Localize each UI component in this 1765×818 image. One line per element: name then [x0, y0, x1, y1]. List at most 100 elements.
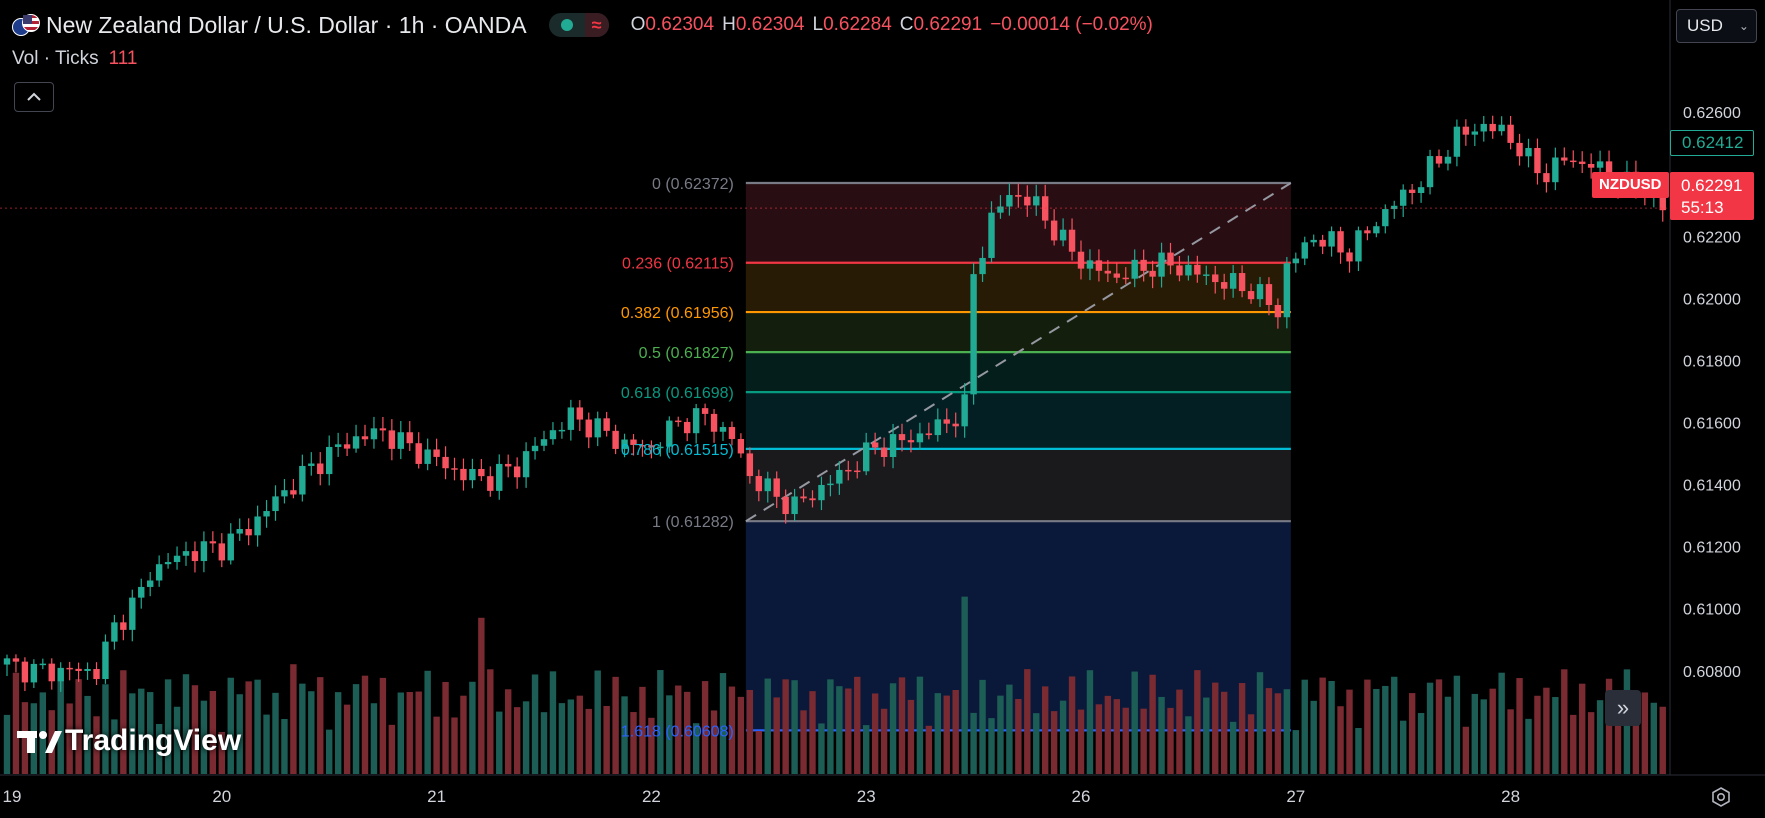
low-key: L [812, 14, 824, 35]
volume-bar [281, 718, 288, 774]
candle-body [66, 667, 73, 670]
candle-body [84, 669, 91, 671]
candle-body [1310, 239, 1317, 243]
volume-bar [1480, 699, 1487, 774]
candle [871, 432, 879, 455]
candle [442, 446, 449, 480]
volume-bar [478, 617, 485, 774]
tradingview-logo[interactable]: TradingView [15, 724, 241, 758]
candle [478, 459, 485, 482]
candle-body [639, 444, 646, 447]
candle-body [898, 434, 906, 441]
candle-body [791, 496, 798, 515]
chart-settings-button[interactable] [1706, 782, 1736, 812]
candle [809, 490, 816, 508]
candle-body [1247, 291, 1255, 300]
candle-body [334, 444, 342, 447]
volume-bar [1203, 697, 1210, 774]
volume-bar [979, 679, 986, 774]
candle [997, 195, 1004, 219]
candle [1229, 265, 1237, 298]
volume-bar [1283, 689, 1291, 774]
candle-body [970, 274, 977, 395]
volume-bar [594, 670, 601, 774]
candle-body [1077, 251, 1085, 269]
volume-bar [728, 686, 736, 774]
volume-bar [558, 703, 566, 774]
volume-bar [1167, 707, 1174, 774]
candle [701, 403, 709, 426]
volume-bar [334, 692, 342, 774]
candle [522, 442, 530, 488]
candle [245, 518, 252, 546]
candle [827, 474, 834, 497]
candle-body [1283, 263, 1291, 318]
candle-body [845, 469, 852, 472]
candle [1095, 249, 1103, 282]
candle [191, 541, 199, 573]
candle-body [1319, 239, 1326, 247]
candle [513, 457, 521, 489]
candle-body [1104, 270, 1112, 274]
candle-body [352, 436, 360, 449]
candle [1525, 138, 1532, 168]
candle-body [1400, 189, 1407, 206]
volume-label[interactable]: Vol · Ticks [12, 48, 99, 69]
candle-body [102, 641, 109, 680]
volume-bar [75, 679, 82, 774]
volume-bar [1382, 685, 1389, 774]
candle [1158, 242, 1165, 288]
candle-body [1212, 274, 1219, 283]
candle [1426, 149, 1434, 195]
candle [1462, 119, 1470, 146]
volume-bar [1301, 679, 1308, 774]
scroll-to-realtime-button[interactable]: » [1605, 690, 1641, 726]
candle-body [979, 257, 986, 275]
volume-bar [1650, 702, 1657, 774]
price-tick-label: 0.62000 [1683, 291, 1741, 308]
volume-bar [522, 701, 530, 774]
currency-selector[interactable]: USD ⌄ [1676, 9, 1757, 43]
candle-body [173, 555, 181, 563]
volume-bar [505, 689, 512, 774]
candle-body [272, 496, 279, 512]
candle-body [854, 470, 861, 473]
candle-body [943, 419, 950, 424]
collapse-legend-button[interactable] [14, 82, 54, 112]
volume-bar [379, 677, 387, 774]
candle-body [155, 564, 163, 581]
candle-body [648, 445, 655, 448]
candle [361, 424, 369, 446]
candle [791, 488, 798, 521]
volume-bar [630, 712, 637, 774]
candle-body [1462, 126, 1470, 135]
market-status[interactable]: ≈ [548, 13, 609, 37]
volume-bar [845, 688, 852, 774]
candle-body [1489, 123, 1496, 132]
candle [1247, 283, 1255, 304]
candle-body [889, 434, 897, 457]
volume-bar [1015, 698, 1022, 774]
time-tick-label: 19 [3, 787, 22, 806]
volume-bar [245, 681, 252, 774]
volume-bar [961, 596, 968, 774]
candle [1149, 260, 1156, 289]
candle-body [1552, 157, 1559, 183]
volume-bar [3, 714, 11, 774]
candle-body [1534, 147, 1541, 174]
candle [326, 435, 333, 486]
candle [1373, 221, 1380, 238]
symbol-title[interactable]: New Zealand Dollar / U.S. Dollar · 1h · … [46, 11, 527, 38]
candle [451, 457, 458, 481]
candle [173, 546, 181, 570]
candle [334, 432, 342, 457]
volume-bar [1391, 676, 1398, 774]
candle [1391, 200, 1398, 219]
candle-body [1579, 161, 1586, 164]
candle-body [138, 586, 145, 598]
volume-bar [907, 699, 915, 774]
volume-bar [1408, 693, 1416, 774]
candle [129, 589, 136, 642]
volume-bar [326, 729, 333, 774]
